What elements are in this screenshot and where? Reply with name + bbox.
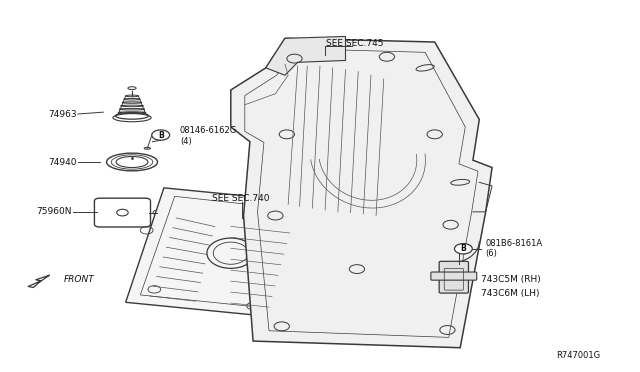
Text: 743C6M (LH): 743C6M (LH) xyxy=(481,289,539,298)
Text: FRONT: FRONT xyxy=(64,275,95,283)
FancyBboxPatch shape xyxy=(431,272,477,280)
Text: SEE SEC.740: SEE SEC.740 xyxy=(212,195,269,203)
Text: B: B xyxy=(158,131,164,140)
Text: 74963: 74963 xyxy=(48,109,77,119)
Polygon shape xyxy=(125,188,314,317)
Circle shape xyxy=(152,130,170,140)
Ellipse shape xyxy=(128,87,136,90)
Text: SEE SEC.745: SEE SEC.745 xyxy=(326,39,384,48)
Polygon shape xyxy=(231,38,492,348)
Circle shape xyxy=(454,244,472,254)
Text: R747001G: R747001G xyxy=(556,351,600,360)
Text: B: B xyxy=(461,244,467,253)
FancyBboxPatch shape xyxy=(439,261,468,293)
Text: 74940: 74940 xyxy=(48,157,77,167)
Polygon shape xyxy=(266,36,346,75)
Text: 081B6-8161A
(6): 081B6-8161A (6) xyxy=(486,239,543,259)
Text: 75960N: 75960N xyxy=(36,207,72,217)
Text: 08146-6162G
(4): 08146-6162G (4) xyxy=(180,126,237,146)
Text: 743C5M (RH): 743C5M (RH) xyxy=(481,275,540,283)
